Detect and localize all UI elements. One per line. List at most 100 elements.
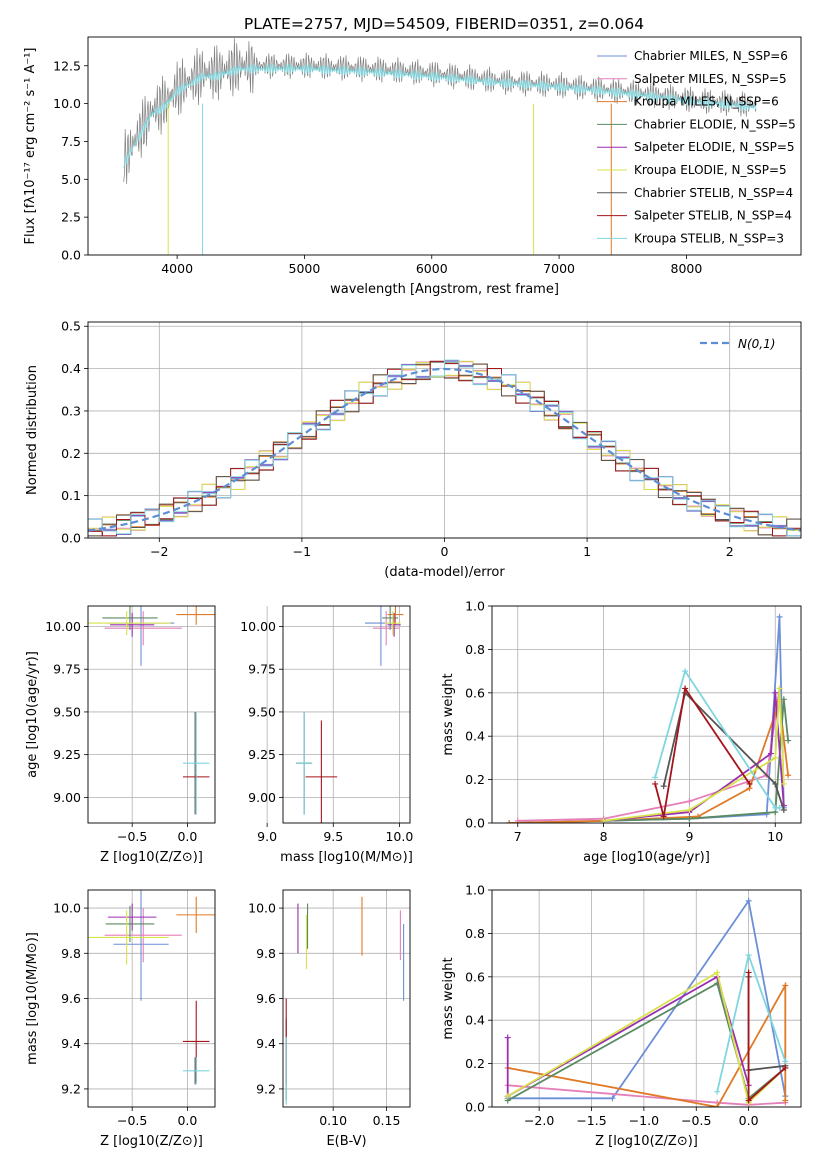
point-kroupa_elodie — [504, 1093, 511, 1100]
point-salpeter_elodie — [772, 689, 779, 696]
y-tick-label: 5.0 — [61, 172, 81, 187]
y-tick-label: 9.4 — [61, 1036, 81, 1051]
axes-frame — [87, 889, 216, 1108]
x-tick-label: 0.10 — [319, 1113, 347, 1128]
x-tick-label: 0.0 — [739, 1113, 759, 1128]
series-salpeter_stelib — [654, 686, 751, 817]
y-tick-label: 0.5 — [61, 319, 81, 334]
y-tick-label: 10.00 — [240, 619, 276, 634]
y-tick-label: 0.2 — [61, 446, 81, 461]
point-salpeter_stelib — [660, 813, 667, 820]
y-tick-label: 0.0 — [61, 531, 81, 546]
x-axis-label: E(B-V) — [326, 1134, 366, 1149]
y-tick-label: 9.75 — [53, 662, 81, 677]
legend-label: Salpeter STELIB, N_SSP=4 — [634, 209, 792, 223]
x-tick-label: −1 — [293, 544, 311, 559]
y-tick-label: 0.0 — [465, 1100, 485, 1115]
y-tick-label: 9.25 — [53, 747, 81, 762]
y-tick-label: 0.0 — [61, 248, 81, 263]
point-kroupa_stelib — [782, 1058, 789, 1065]
panel-mass_vs_ebv: 0.10 0.15 9.2 9.4 9.6 9.8 10.0 E(B-V) — [248, 889, 411, 1149]
point-kroupa_stelib — [652, 774, 659, 781]
axes-frame — [491, 889, 802, 1108]
y-tick-label: 10.00 — [45, 619, 81, 634]
plot-area-age_vs_Z — [88, 606, 215, 815]
x-tick-label: −0.5 — [117, 1113, 147, 1128]
x-axis-label: mass [log10(M/M⊙)] — [280, 850, 413, 865]
point-salpeter_stelib — [745, 969, 752, 976]
legend-label: Kroupa MILES, N_SSP=6 — [634, 95, 779, 109]
axes-frame — [491, 605, 802, 824]
y-tick-label: 1.0 — [465, 883, 485, 898]
y-tick-label: 0.2 — [465, 772, 485, 787]
series-observed — [123, 38, 757, 185]
plot-area-age_vs_mass — [296, 606, 404, 823]
x-tick-label: 5000 — [289, 261, 321, 276]
y-tick-label: 9.2 — [256, 1081, 276, 1096]
x-axis-label: (data-model)/error — [384, 565, 505, 580]
point-kroupa_miles — [714, 1104, 721, 1107]
figure-title: PLATE=2757, MJD=54509, FIBERID=0351, z=0… — [244, 15, 644, 33]
point-chabrier_miles — [776, 613, 783, 620]
legend: Chabrier MILES, N_SSP=6 Salpeter MILES, N… — [597, 49, 796, 245]
x-tick-label: 0.15 — [373, 1113, 401, 1128]
y-tick-label: 9.6 — [61, 991, 81, 1006]
y-axis-label: mass [log10(M/M⊙)] — [25, 932, 40, 1065]
x-tick-label: 9.0 — [257, 829, 277, 844]
point-salpeter_elodie — [504, 1034, 511, 1041]
x-tick-label: −2 — [150, 544, 168, 559]
legend-label: Chabrier ELODIE, N_SSP=5 — [634, 117, 796, 131]
series-kroupa_miles — [507, 982, 787, 1107]
x-axis-label: Z [log10(Z/Z⊙)] — [100, 1134, 203, 1149]
y-tick-label: 9.25 — [248, 747, 276, 762]
axes-frame — [87, 36, 802, 256]
point-kroupa_stelib — [776, 804, 783, 811]
gauss-curve — [88, 367, 801, 532]
series-salpeter_miles — [507, 1084, 786, 1106]
point-salpeter_stelib — [652, 780, 659, 787]
panel-residuals: −2 −1 0 1 2 0.0 0.1 0.2 0.3 0.4 0.5 (data-model)/er… — [25, 319, 802, 580]
y-tick-label: 1.0 — [465, 599, 485, 614]
point-salpeter_stelib — [745, 1097, 752, 1104]
point-chabrier_stelib — [780, 806, 787, 813]
point-salpeter_miles — [686, 798, 693, 805]
y-tick-label: 0.8 — [465, 642, 485, 657]
panel-age_vs_Z: −0.5 0.0 9.00 9.25 9.50 9.75 10.00 Z [log10(Z/Z… — [25, 605, 216, 865]
y-tick-label: 9.00 — [53, 790, 81, 805]
y-axis-label: Normed distribution — [25, 365, 40, 495]
axes-frame — [282, 605, 411, 824]
point-kroupa_stelib — [745, 952, 752, 959]
point-chabrier_elodie — [686, 815, 693, 822]
y-tick-label: 0.1 — [61, 488, 81, 503]
point-salpeter_stelib — [682, 685, 689, 692]
point-salpeter_stelib — [746, 780, 753, 787]
x-tick-label: 0.0 — [177, 1113, 197, 1128]
x-tick-label: −1.5 — [576, 1113, 606, 1128]
y-tick-label: 0.3 — [61, 403, 81, 418]
x-tick-label: 10 — [767, 829, 783, 844]
y-tick-label: 10.0 — [53, 96, 81, 111]
point-kroupa_miles — [785, 772, 792, 779]
y-tick-label: 0.2 — [465, 1056, 485, 1071]
point-kroupa_miles — [782, 982, 789, 989]
point-kroupa_stelib — [682, 668, 689, 675]
axes-frame — [282, 889, 411, 1108]
y-tick-label: 9.75 — [248, 662, 276, 677]
legend-label: Salpeter ELODIE, N_SSP=5 — [634, 140, 795, 154]
y-tick-label: 9.50 — [248, 704, 276, 719]
x-axis-label: Z [log10(Z/Z⊙)] — [595, 1134, 698, 1149]
x-tick-label: 9 — [685, 829, 693, 844]
y-tick-label: 10.0 — [248, 901, 276, 916]
point-kroupa_elodie — [686, 806, 693, 813]
y-tick-label: 12.5 — [53, 58, 81, 73]
y-tick-label: 0.6 — [465, 685, 485, 700]
panel-spectrum: 4000 5000 6000 7000 8000 0.0 2.5 5.0 7.5 10.0 12.5… — [23, 36, 802, 297]
x-axis-label: Z [log10(Z/Z⊙)] — [100, 850, 203, 865]
series-chabrier_miles — [507, 898, 787, 1100]
legend-label: Salpeter MILES, N_SSP=5 — [634, 72, 787, 86]
panel-weight_vs_age: 7 8 9 10 0.0 0.2 0.4 0.6 0.8 1.0 age [log10(age/yr… — [441, 599, 802, 865]
y-tick-label: 0.4 — [61, 361, 81, 376]
series-kroupa_stelib — [123, 63, 757, 168]
x-tick-label: 1 — [583, 544, 591, 559]
